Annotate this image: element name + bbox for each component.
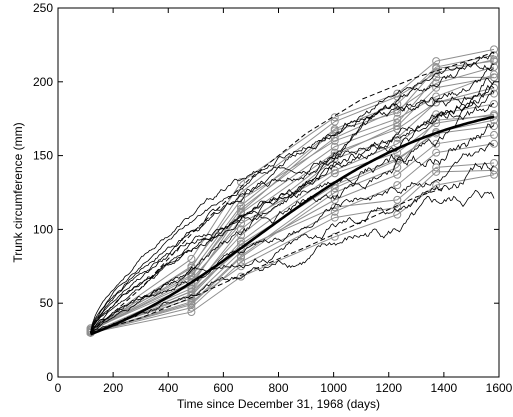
observed-point — [330, 117, 339, 126]
observed-point — [490, 99, 499, 108]
x-tick-label: 200 — [103, 381, 123, 395]
observed-line — [90, 66, 495, 332]
dashed-path — [90, 187, 445, 334]
observed-point — [187, 299, 196, 308]
observed-point — [490, 51, 499, 60]
observed-point — [237, 231, 246, 240]
observed-point — [490, 116, 499, 125]
observed-point — [432, 181, 441, 190]
y-tick-label: 250 — [33, 1, 53, 15]
observed-point — [432, 167, 441, 176]
x-tick-label: 1400 — [431, 381, 458, 395]
observed-point — [330, 213, 339, 222]
observed-point — [237, 204, 246, 213]
observed-point — [490, 73, 499, 82]
y-tick-label: 0 — [46, 370, 53, 384]
observed-point — [187, 284, 196, 293]
y-axis-label: Trunk circumference (mm) — [11, 122, 25, 262]
observed-line — [90, 60, 495, 331]
observed-line — [90, 169, 495, 334]
mean-curve — [90, 115, 495, 336]
observed-point — [330, 169, 339, 178]
observed-line — [90, 76, 495, 334]
observed-point — [330, 232, 339, 241]
x-tick-label: 800 — [268, 381, 288, 395]
observed-line — [90, 174, 495, 334]
observed-line — [90, 103, 495, 332]
observed-point — [432, 68, 441, 77]
x-tick-label: 1000 — [320, 381, 347, 395]
observed-point — [393, 170, 402, 179]
observed-point — [237, 178, 246, 187]
y-tick-label: 50 — [40, 296, 54, 310]
simulated-path — [90, 62, 495, 334]
observed-point — [432, 98, 441, 107]
observed-point — [432, 163, 441, 172]
x-tick-label: 400 — [158, 381, 178, 395]
simulated-path — [90, 142, 495, 333]
observed-line — [90, 54, 495, 332]
observed-point — [330, 184, 339, 193]
observed-point — [330, 113, 339, 122]
x-tick-label: 1200 — [375, 381, 402, 395]
observed-point — [490, 89, 499, 98]
observed-point — [490, 130, 499, 139]
x-tick-label: 600 — [213, 381, 233, 395]
observed-point — [187, 308, 196, 317]
observed-point — [330, 142, 339, 151]
x-tick-label: 0 — [55, 381, 62, 395]
simulated-path — [90, 63, 495, 334]
simulated-path — [90, 84, 495, 333]
observed-point — [490, 45, 499, 54]
observed-point — [490, 170, 499, 179]
tick-layer: 0 200 400 600 800 1000 1200 1400 1600 0 50 100 150 20… — [33, 1, 513, 395]
observed-point — [393, 89, 402, 98]
observed-point — [237, 272, 246, 281]
simulated-path — [90, 189, 495, 333]
observed-line — [90, 48, 495, 331]
observed-line — [90, 113, 495, 334]
observed-point — [432, 57, 441, 66]
observed-point — [187, 278, 196, 287]
observed-line — [90, 143, 495, 334]
observed-point — [432, 148, 441, 157]
observed-point — [490, 55, 499, 64]
observed-point — [187, 303, 196, 312]
observed-point — [237, 237, 246, 246]
simulated-path — [90, 77, 495, 333]
observed-point — [393, 181, 402, 190]
simulated-path — [90, 161, 495, 333]
x-tick-label: 1600 — [486, 381, 513, 395]
observed-point — [330, 207, 339, 216]
observed-point — [432, 92, 441, 101]
observed-line — [90, 73, 495, 332]
y-tick-label: 200 — [33, 75, 53, 89]
observed-point — [187, 272, 196, 281]
y-tick-label: 100 — [33, 222, 53, 236]
observed-point — [330, 195, 339, 204]
simulated-path — [90, 51, 495, 333]
observed-point — [432, 63, 441, 72]
observed-line — [90, 76, 495, 329]
dashed-path — [90, 51, 495, 334]
observed-point — [432, 83, 441, 92]
simulated-path — [90, 81, 495, 333]
simulated-path — [90, 89, 495, 332]
plot-layer — [86, 45, 499, 337]
observed-point — [330, 148, 339, 157]
observed-point — [490, 139, 499, 148]
observed-point — [187, 254, 196, 263]
y-tick-label: 150 — [33, 149, 53, 163]
x-axis-label: Time since December 31, 1968 (days) — [177, 397, 380, 411]
observed-point — [237, 257, 246, 266]
